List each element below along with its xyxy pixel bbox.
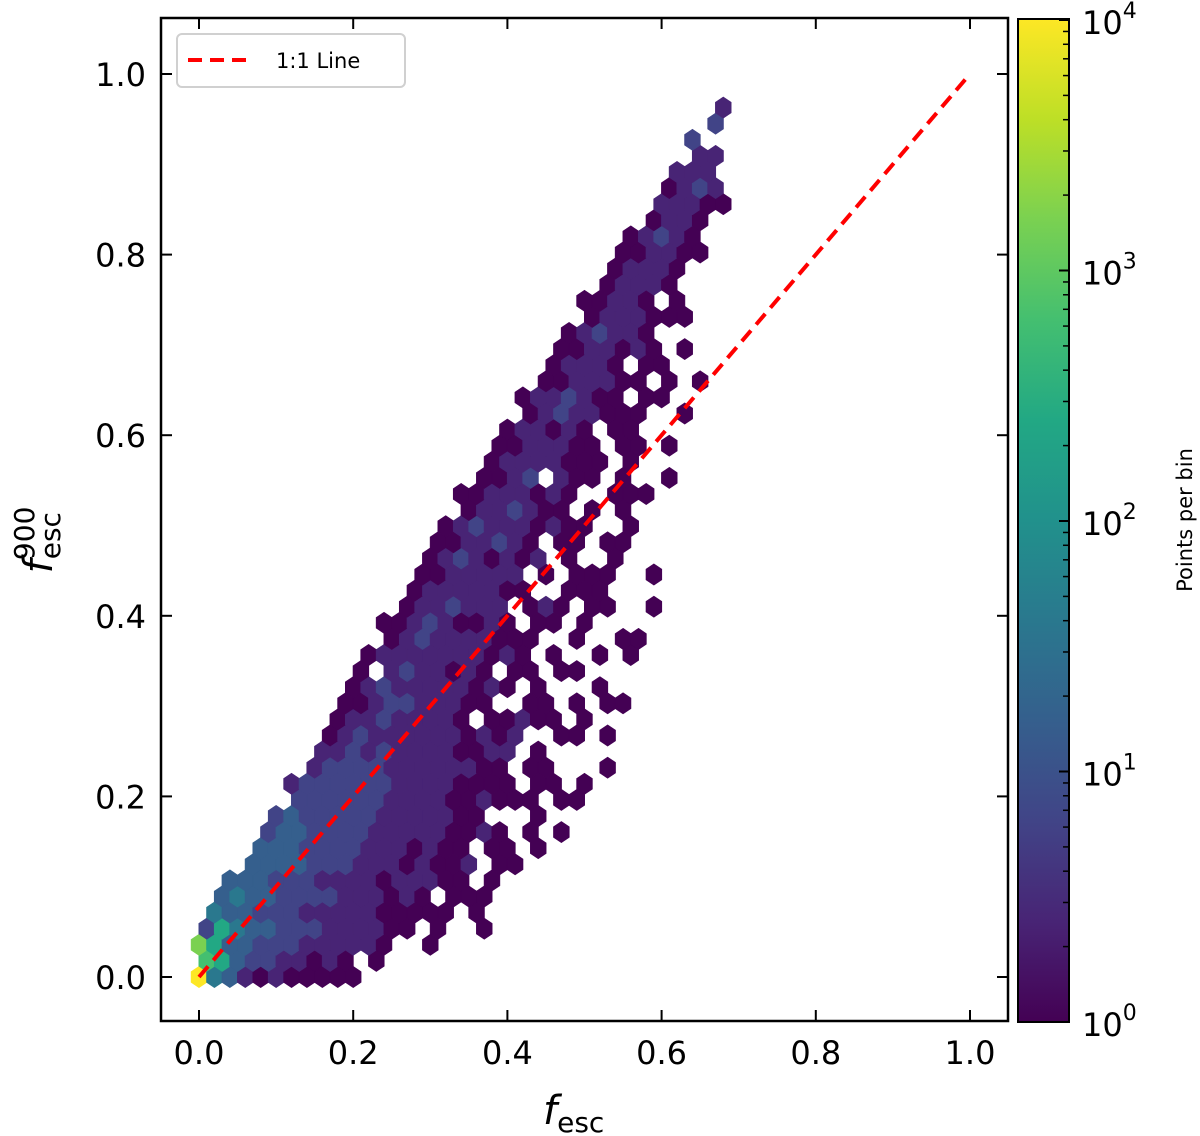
x-tick-label: 0.8 xyxy=(790,1034,841,1072)
colorbar-tick-label: 101 xyxy=(1082,751,1137,794)
colorbar-tick-label: 100 xyxy=(1082,1001,1137,1044)
y-tick-label: 0.2 xyxy=(95,778,146,816)
plot-area xyxy=(190,72,972,988)
hexbin-cell xyxy=(684,128,701,151)
svg-text:fesc900: fesc900 xyxy=(8,507,67,574)
x-tick-label: 0.4 xyxy=(482,1034,533,1072)
axis-tick-labels: 0.0 0.2 0.4 0.6 0.8 1.0 0.0 0.2 0.4 0.6 0.8 1.0 xyxy=(95,56,995,1072)
axes-frame xyxy=(159,16,1010,1023)
y-tick-label: 0.8 xyxy=(95,237,146,275)
hexbin-cell xyxy=(591,676,609,699)
hexbin-cell xyxy=(568,692,585,715)
y-tick-label: 0.0 xyxy=(95,959,146,997)
colorbar: 100 101 102 103 104 Points per bin xyxy=(1017,0,1197,1044)
colorbar-label: Points per bin xyxy=(1173,448,1197,592)
hexbin-cell xyxy=(599,724,616,747)
hexbin-cell xyxy=(645,563,663,586)
y-tick-label: 0.4 xyxy=(95,598,146,636)
hexbin-cell xyxy=(707,144,724,167)
x-tick-label: 1.0 xyxy=(945,1034,996,1072)
colorbar-tick-label: 102 xyxy=(1082,500,1137,543)
hexbin-cell xyxy=(576,772,593,795)
x-tick-label: 0.0 xyxy=(174,1034,225,1072)
hexbin-cell xyxy=(661,434,678,457)
hexbin-cell xyxy=(661,466,678,489)
colorbar-ticks: 100 101 102 103 104 xyxy=(1059,0,1137,1044)
hexbin-cell xyxy=(676,338,693,361)
hexbin-cell xyxy=(599,756,616,779)
y-tick-label: 0.6 xyxy=(95,417,146,455)
hexbin-cell xyxy=(530,740,547,763)
hexbin-cell xyxy=(553,821,570,844)
x-axis-label: fesc xyxy=(543,1088,604,1136)
colorbar-tick-label: 103 xyxy=(1082,250,1137,293)
hexbin-cell xyxy=(637,483,655,505)
hexbin-cell xyxy=(545,644,562,666)
y-axis-label: fesc900 xyxy=(8,507,67,574)
hexbin-cell xyxy=(630,627,647,650)
x-tick-label: 0.6 xyxy=(636,1034,687,1072)
hexbin-cell xyxy=(568,660,585,683)
hexbin-cells xyxy=(190,96,732,988)
colorbar-tick-label: 104 xyxy=(1082,0,1137,42)
x-tick-label: 0.2 xyxy=(328,1034,379,1072)
hexbin-cell xyxy=(591,644,609,666)
hexbin-cell xyxy=(614,692,632,715)
legend-label: 1:1 Line xyxy=(276,49,360,73)
hexbin-cell xyxy=(676,402,693,425)
axis-ticks xyxy=(161,18,1008,1021)
y-tick-label: 1.0 xyxy=(95,56,146,94)
hexbin-cell xyxy=(645,595,663,618)
hexbin-cell xyxy=(491,821,508,844)
legend: 1:1 Line xyxy=(176,33,406,88)
hexbin-cell xyxy=(715,96,732,119)
